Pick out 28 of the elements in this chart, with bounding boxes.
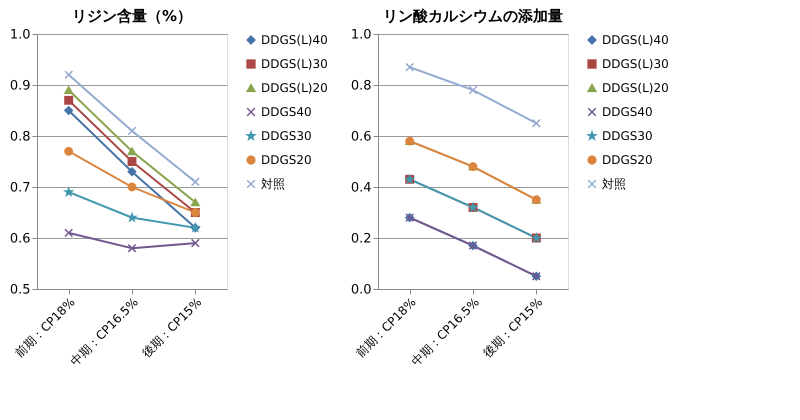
legend-label: DDGS40	[602, 105, 653, 119]
legend-label: DDGS20	[261, 153, 312, 167]
legend-label: DDGS(L)20	[602, 81, 669, 95]
legend-label: DDGS(L)30	[602, 57, 669, 71]
y-tick-label: 0.8	[10, 130, 30, 144]
legend-label: DDGS30	[261, 129, 312, 143]
y-tick-label: 0.6	[350, 130, 372, 144]
legend-label: DDGS(L)40	[261, 33, 328, 47]
chart-title: リン酸カルシウムの添加量	[383, 7, 563, 25]
legend-label: DDGS(L)30	[261, 57, 328, 71]
legend-label: DDGS20	[602, 153, 653, 167]
legend-label: DDGS30	[602, 129, 653, 143]
y-tick-label: 0.0	[350, 282, 372, 298]
y-tick-label: 0.8	[350, 78, 372, 94]
y-tick-label: 0.2	[350, 232, 372, 246]
legend-label: 対照	[602, 177, 626, 191]
legend-label: 対照	[261, 177, 285, 191]
y-tick-label: 1.0	[350, 28, 372, 42]
y-tick-label: 0.7	[10, 180, 30, 196]
y-tick-label: 0.6	[10, 232, 30, 246]
chart-title: リジン含量（%）	[72, 7, 192, 25]
y-tick-label: 0.5	[10, 282, 30, 298]
legend-label: DDGS(L)40	[602, 33, 669, 47]
y-tick-label: 0.9	[10, 78, 30, 94]
legend-label: DDGS40	[261, 105, 312, 119]
legend-label: DDGS(L)20	[261, 81, 328, 95]
y-tick-label: 0.4	[350, 180, 372, 196]
y-tick-label: 1.0	[10, 28, 30, 42]
